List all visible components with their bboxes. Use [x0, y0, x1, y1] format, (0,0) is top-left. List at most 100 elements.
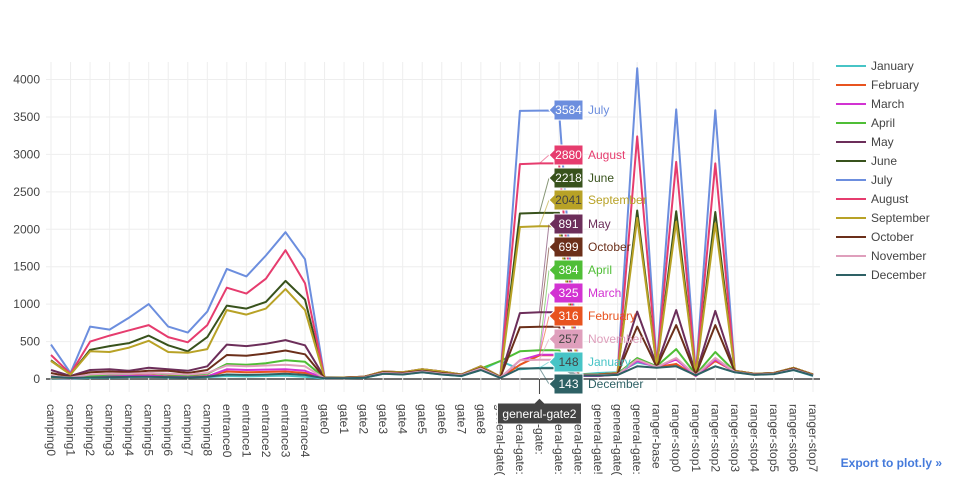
x-tick-label: camping0: [44, 404, 58, 456]
hover-labels: 3584 July 2880 August 2218 June 2041 September 8…: [496, 99, 647, 425]
x-tick-label: gate0: [318, 404, 332, 434]
x-axis-ticks: camping0 camping1 camping2 camping3 camping4…: [44, 404, 820, 475]
legend-label: March: [871, 97, 904, 111]
x-tick-label: camping1: [64, 404, 78, 456]
x-tick-label: camping4: [122, 404, 136, 456]
y-tick-label: 1500: [13, 260, 40, 274]
legend-label: November: [871, 249, 926, 263]
x-tick-label: ranger-stop5: [767, 404, 781, 472]
y-axis-ticks: 0 500 1000 1500 2000 2500 3000 3500 4000: [13, 73, 40, 387]
y-tick-label: 3500: [13, 110, 40, 124]
hover-label-november: 257 November: [539, 328, 643, 360]
x-tick-label: camping5: [142, 404, 156, 456]
x-tick-label: gate8: [474, 404, 488, 434]
hover-series-name: May: [588, 217, 611, 231]
legend-label: December: [871, 268, 926, 282]
x-tick-label: gate4: [396, 404, 410, 434]
x-tick-label: gate3: [376, 404, 390, 434]
x-tick-label: general-gate(: [611, 404, 625, 475]
hover-label-may: 891 May: [538, 213, 611, 313]
x-tick-label: ranger-stop4: [747, 404, 761, 472]
hover-series-name: February: [588, 309, 636, 323]
hover-label-august: 2880 August: [539, 144, 626, 166]
legend-item-october[interactable]: October: [836, 230, 914, 244]
legend-item-april[interactable]: April: [836, 116, 895, 130]
hover-series-name: December: [588, 377, 643, 391]
hover-label-june: 2218 June: [538, 167, 614, 214]
x-tick-label: entrance3: [278, 404, 292, 458]
y-tick-label: 1000: [13, 297, 40, 311]
x-tick-label: ranger-stop2: [708, 404, 722, 472]
hover-series-name: March: [588, 286, 621, 300]
x-tick-label: ranger-base: [650, 404, 664, 469]
x-tick-label: gate2: [357, 404, 371, 434]
x-tick-label: ranger-stop7: [806, 404, 820, 472]
x-tick-label: camping6: [161, 404, 175, 456]
x-tick-label: camping2: [83, 404, 97, 456]
y-tick-label: 3000: [13, 147, 40, 161]
hover-x-label: general-gate2: [496, 397, 582, 425]
x-tick-label: ranger-stop3: [728, 404, 742, 472]
hover-label-february: 316 February: [538, 305, 636, 356]
x-tick-label: camping3: [103, 404, 117, 456]
legend-label: February: [871, 78, 919, 92]
legend-item-august[interactable]: August: [836, 192, 909, 206]
x-tick-label: entrance1: [239, 404, 253, 458]
legend-label: January: [871, 59, 914, 73]
x-tick-label: general-gate:: [630, 404, 644, 475]
hover-x-value: general-gate2: [502, 407, 576, 421]
hover-value: 2880: [555, 148, 582, 162]
x-tick-label: ranger-stop0: [669, 404, 683, 472]
hover-value: 143: [558, 377, 578, 391]
hover-label-december: 143 December: [539, 368, 643, 395]
x-tick-label: gate5: [415, 404, 429, 434]
legend-item-february[interactable]: February: [836, 78, 919, 92]
series-line-july[interactable]: [50, 67, 814, 379]
legend[interactable]: January February March April May June July Augu…: [836, 59, 930, 282]
series-line-december[interactable]: [50, 365, 814, 380]
legend-item-january[interactable]: January: [836, 59, 914, 73]
legend-label: April: [871, 116, 895, 130]
hover-value: 2218: [555, 171, 582, 185]
y-tick-label: 500: [20, 335, 40, 349]
x-tick-label: ranger-stop6: [786, 404, 800, 472]
x-tick-label: entrance2: [259, 404, 273, 458]
hover-value: 384: [558, 263, 578, 277]
hover-label-september: 2041 September: [538, 189, 647, 227]
hover-value: 148: [558, 355, 578, 369]
hover-series-name: August: [588, 148, 626, 162]
series-lines[interactable]: [50, 67, 814, 380]
hover-label-march: 325 March: [538, 282, 621, 355]
x-tick-label: gate7: [454, 404, 468, 434]
x-tick-label: ranger-stop1: [689, 404, 703, 472]
legend-item-september[interactable]: September: [836, 211, 930, 225]
hover-value: 316: [558, 309, 578, 323]
grid-layer: [46, 62, 820, 392]
hover-value: 2041: [555, 193, 582, 207]
y-tick-label: 2500: [13, 185, 40, 199]
series-line-september[interactable]: [50, 217, 814, 379]
hover-value: 699: [558, 240, 578, 254]
x-tick-label: general-gate!: [591, 404, 605, 475]
hover-series-name: November: [588, 332, 643, 346]
hover-series-name: January: [588, 355, 631, 369]
legend-label: June: [871, 154, 897, 168]
hover-value: 891: [558, 217, 578, 231]
x-tick-label: entrance0: [220, 404, 234, 458]
x-tick-label: entrance4: [298, 404, 312, 458]
hover-series-name: July: [588, 103, 609, 117]
export-to-plotly-link[interactable]: Export to plot.ly »: [840, 456, 942, 470]
x-tick-label: camping7: [181, 404, 195, 456]
y-tick-label: 0: [33, 372, 40, 386]
hover-series-name: June: [588, 171, 614, 185]
hover-label-july: 3584 July: [539, 99, 609, 121]
legend-item-december[interactable]: December: [836, 268, 926, 282]
hover-label-april: 384 April: [538, 259, 612, 351]
legend-item-july[interactable]: July: [836, 173, 892, 187]
legend-label: July: [871, 173, 892, 187]
legend-item-march[interactable]: March: [836, 97, 904, 111]
legend-item-june[interactable]: June: [836, 154, 897, 168]
legend-item-november[interactable]: November: [836, 249, 926, 263]
legend-item-may[interactable]: May: [836, 135, 894, 149]
